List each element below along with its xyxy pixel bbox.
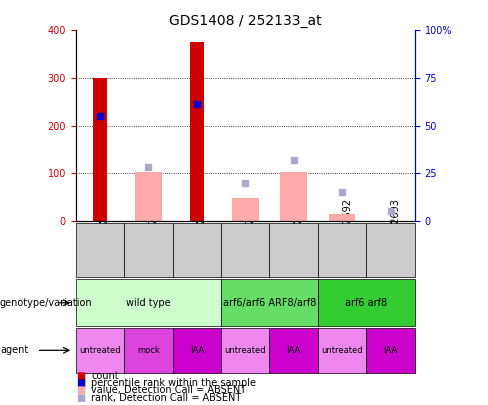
Text: ■: ■ [76, 386, 85, 395]
Text: genotype/variation: genotype/variation [0, 298, 93, 308]
Text: mock: mock [137, 346, 160, 355]
Text: value, Detection Call = ABSENT: value, Detection Call = ABSENT [91, 386, 246, 395]
Bar [93, 78, 107, 221]
Bar [189, 42, 204, 221]
Text: count: count [91, 371, 119, 381]
Point [193, 101, 201, 107]
Point [338, 189, 346, 195]
Point [144, 164, 152, 171]
Text: ■: ■ [76, 378, 85, 388]
Text: IAA: IAA [384, 346, 398, 355]
Text: percentile rank within the sample: percentile rank within the sample [91, 378, 256, 388]
Title: GDS1408 / 252133_at: GDS1408 / 252133_at [169, 14, 322, 28]
Bar [135, 172, 162, 221]
Text: IAA: IAA [286, 346, 301, 355]
Text: IAA: IAA [190, 346, 204, 355]
Point [242, 179, 249, 186]
Text: ■: ■ [76, 371, 85, 381]
Text: agent: agent [0, 345, 28, 355]
Text: rank, Detection Call = ABSENT: rank, Detection Call = ABSENT [91, 393, 242, 403]
Text: untreated: untreated [321, 346, 363, 355]
Bar [280, 172, 307, 221]
Text: untreated: untreated [224, 346, 266, 355]
Text: arf6 arf8: arf6 arf8 [346, 298, 387, 308]
Point [386, 208, 394, 215]
Text: ■: ■ [76, 393, 85, 403]
Bar [232, 198, 259, 221]
Point [290, 157, 298, 163]
Point [96, 113, 104, 119]
Text: arf6/arf6 ARF8/arf8: arf6/arf6 ARF8/arf8 [223, 298, 316, 308]
Text: untreated: untreated [79, 346, 121, 355]
Bar [329, 213, 355, 221]
Text: wild type: wild type [126, 298, 171, 308]
